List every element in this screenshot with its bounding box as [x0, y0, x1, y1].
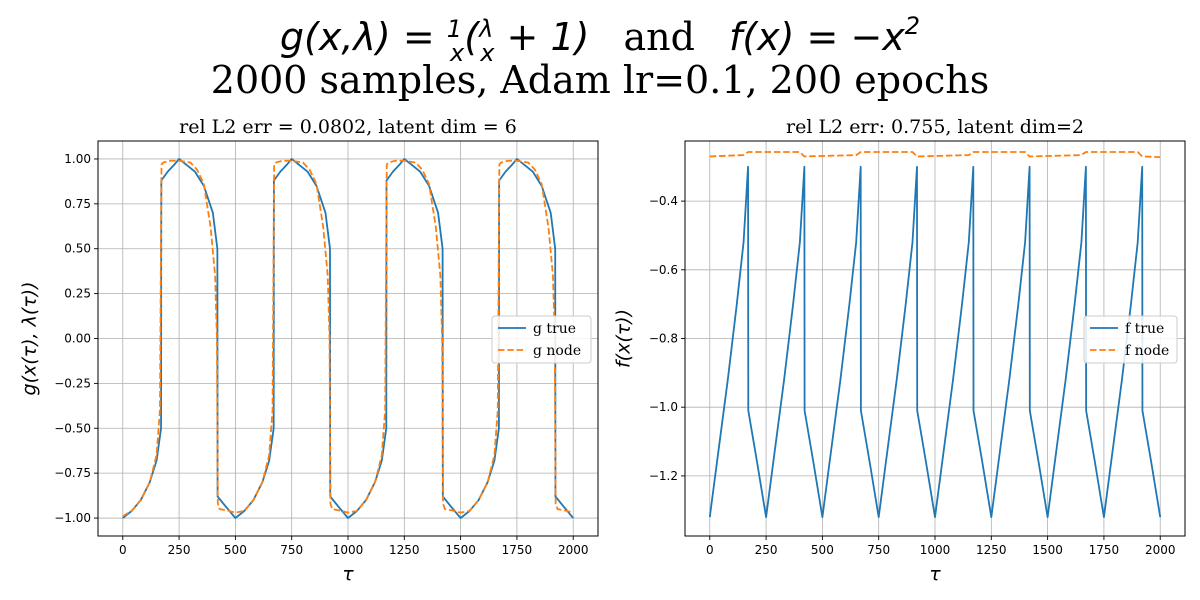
right-chart-title: rel L2 err: 0.755, latent dim=2	[786, 116, 1084, 138]
title-g-open: (	[464, 15, 481, 59]
left-xtick-label-8: 2000	[558, 543, 589, 557]
right-legend: f true f node	[1083, 315, 1178, 364]
left-ytick-label-5: 0.25	[64, 287, 91, 301]
right-xtick-label-8: 2000	[1145, 543, 1176, 557]
right-ytick-label-4: −0.4	[649, 194, 678, 208]
left-ytick-label-3: −0.25	[54, 376, 91, 390]
right-chart-panel: 0 250 500 750 1000 1250 1500 1750 2000 −1.2 −1.0 −0…	[613, 116, 1186, 585]
left-xtick-label-5: 1250	[389, 543, 420, 557]
right-ytick-label-3: −0.6	[649, 263, 678, 277]
left-xtick-label-7: 1750	[502, 543, 533, 557]
title-f-exp: 2	[905, 12, 920, 40]
left-chart-panel: 0 250 500 750 1000 1250 1500 1750 2000 −1.00 −0.75…	[19, 116, 599, 585]
right-legend-label-1: f node	[1125, 343, 1169, 359]
left-xtick-label-6: 1500	[445, 543, 476, 557]
right-legend-label-0: f true	[1125, 321, 1164, 337]
left-ytick-label-8: 1.00	[64, 152, 91, 166]
figure-title-formula: g(x,λ) = 1 x(λ x + 1) and f(x) = −x2	[280, 12, 920, 67]
left-ytick-label-6: 0.50	[64, 242, 91, 256]
right-xtick-label-4: 1000	[920, 543, 951, 557]
title-g-rest: + 1)	[494, 15, 589, 59]
right-xtick-label-3: 750	[867, 543, 890, 557]
left-xtick-label-4: 1000	[333, 543, 364, 557]
left-ytick-label-2: −0.50	[54, 421, 91, 435]
right-x-axis-label: τ	[929, 563, 941, 585]
left-series-g-node-line	[122, 159, 574, 518]
right-xtick-label-1: 250	[755, 543, 778, 557]
title-g-lhs: g(x,λ) =	[280, 15, 447, 59]
title-and: and	[623, 15, 694, 59]
right-xtick-label-5: 1250	[976, 543, 1007, 557]
title-frac2-num: λ	[477, 15, 493, 43]
title-frac2-den: x	[479, 39, 495, 67]
right-xtick-label-0: 0	[706, 543, 714, 557]
left-y-axis-label: g(x(τ), λ(τ))	[19, 282, 41, 396]
left-ytick-label-7: 0.75	[64, 197, 91, 211]
right-series-f-true-line	[708, 165, 1162, 519]
left-ytick-label-4: 0.00	[64, 332, 91, 346]
left-xtick-label-2: 500	[224, 543, 247, 557]
right-ytick-label-1: −1.0	[649, 400, 678, 414]
left-legend: g true g node	[491, 315, 592, 364]
left-chart-title: rel L2 err = 0.0802, latent dim = 6	[179, 116, 517, 138]
figure-subtitle: 2000 samples, Adam lr=0.1, 200 epochs	[211, 58, 989, 102]
left-xtick-label-1: 250	[168, 543, 191, 557]
right-y-axis-label: f(x(τ))	[613, 309, 635, 368]
title-frac1-num: 1	[447, 15, 462, 43]
left-legend-label-1: g node	[533, 343, 581, 359]
right-series-f-node-line	[709, 151, 1161, 159]
left-xtick-label-3: 750	[280, 543, 303, 557]
left-x-axis-label: τ	[342, 563, 354, 585]
right-xtick-label-2: 500	[811, 543, 834, 557]
right-ytick-label-0: −1.2	[649, 469, 678, 483]
left-legend-label-0: g true	[533, 321, 576, 337]
left-xtick-label-0: 0	[119, 543, 127, 557]
left-ytick-label-0: −1.00	[54, 511, 91, 525]
right-ytick-label-2: −0.8	[649, 332, 678, 346]
title-frac1-den: x	[449, 39, 465, 67]
title-f-expr: f(x) = −x	[729, 15, 905, 59]
left-ytick-label-1: −0.75	[54, 466, 91, 480]
right-xtick-label-6: 1500	[1032, 543, 1063, 557]
right-xtick-label-7: 1750	[1089, 543, 1120, 557]
